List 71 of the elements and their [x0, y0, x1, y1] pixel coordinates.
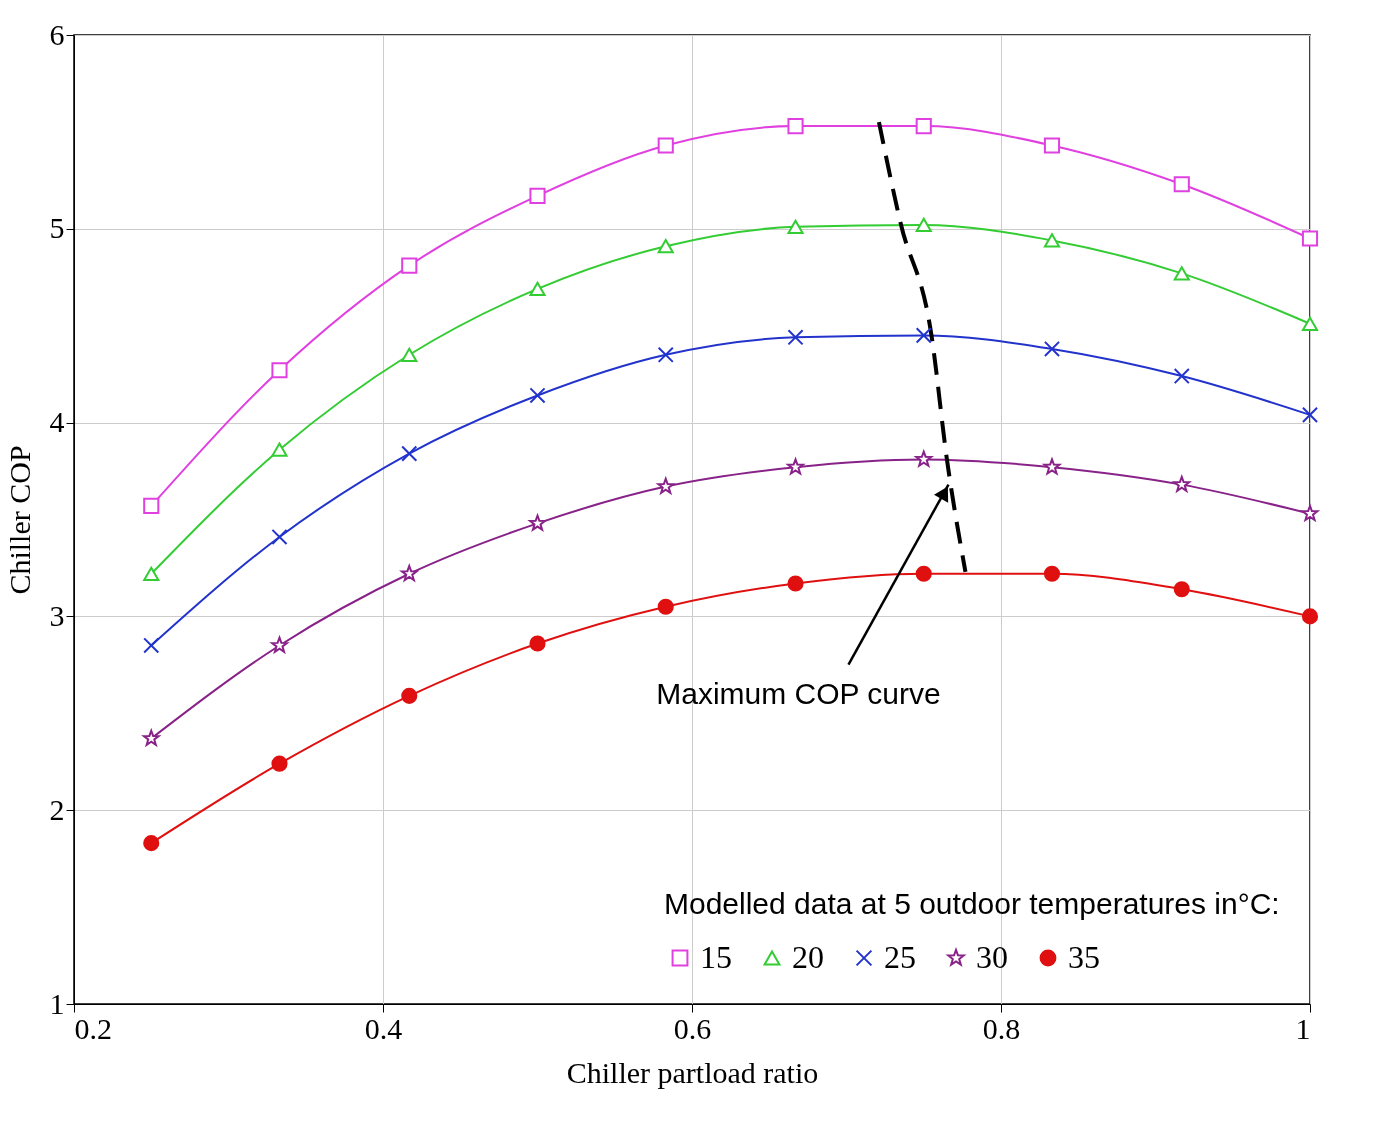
point	[1301, 230, 1319, 247]
point	[271, 755, 288, 772]
point	[142, 729, 160, 746]
point	[401, 347, 418, 362]
point	[915, 450, 933, 467]
point	[400, 564, 418, 582]
point	[1301, 608, 1319, 625]
point	[915, 217, 932, 233]
legend-label: 30	[976, 939, 1008, 975]
legend-title: Modelled data at 5 outdoor temperatures in°C:	[664, 887, 1280, 920]
point	[1043, 233, 1061, 248]
y-tick-label: 2	[49, 792, 65, 826]
point	[787, 329, 804, 346]
x-axis-title: Chiller partload ratio	[566, 1055, 819, 1089]
point	[1173, 266, 1190, 281]
point	[271, 636, 288, 653]
point	[529, 514, 546, 531]
x-tick-label: 0.8	[982, 1011, 1021, 1045]
point	[915, 327, 932, 344]
x-tick-label: 0.4	[364, 1011, 403, 1045]
point	[1173, 475, 1191, 492]
point	[1301, 316, 1319, 331]
point	[271, 528, 288, 546]
point	[529, 635, 546, 652]
point	[529, 281, 546, 296]
point	[787, 458, 804, 475]
point	[143, 497, 160, 514]
point	[787, 118, 804, 135]
point	[1043, 340, 1061, 358]
point	[787, 575, 804, 592]
x-tick-label: 0.2	[74, 1011, 112, 1045]
x-tick-label: 1	[1295, 1011, 1311, 1045]
point	[143, 566, 160, 581]
x-tick-label: 0.6	[673, 1011, 712, 1045]
point	[915, 118, 932, 135]
point	[1301, 504, 1319, 521]
point	[1043, 137, 1061, 154]
point	[401, 257, 418, 274]
point	[143, 637, 160, 654]
point	[271, 442, 288, 457]
legend-label: 20	[792, 939, 824, 975]
point	[143, 835, 160, 852]
y-axis-title: Chiller COP	[2, 445, 36, 595]
point	[1043, 458, 1061, 475]
point	[657, 137, 674, 154]
y-tick-label: 4	[49, 405, 65, 439]
line-series	[876, 120, 968, 574]
point	[1043, 565, 1061, 582]
point	[1173, 176, 1190, 193]
point	[401, 445, 418, 462]
point	[657, 239, 674, 254]
point	[529, 387, 546, 404]
legend-label: 35	[1068, 939, 1100, 975]
point	[657, 477, 675, 494]
point	[787, 219, 804, 234]
point	[915, 565, 932, 582]
y-tick-label: 6	[49, 17, 65, 51]
point	[1173, 581, 1190, 598]
y-tick-label: 5	[49, 211, 65, 245]
legend-label: 25	[884, 939, 916, 975]
y-tick-label: 1	[49, 986, 65, 1020]
point	[657, 598, 674, 615]
point	[657, 346, 674, 363]
point	[401, 687, 418, 704]
annotation: Maximum COP curve	[656, 676, 941, 710]
point	[1173, 368, 1190, 385]
point	[271, 362, 288, 379]
legend-label: 15	[700, 939, 732, 975]
point	[529, 187, 546, 204]
y-tick-label: 3	[49, 598, 65, 632]
point	[1301, 406, 1319, 423]
